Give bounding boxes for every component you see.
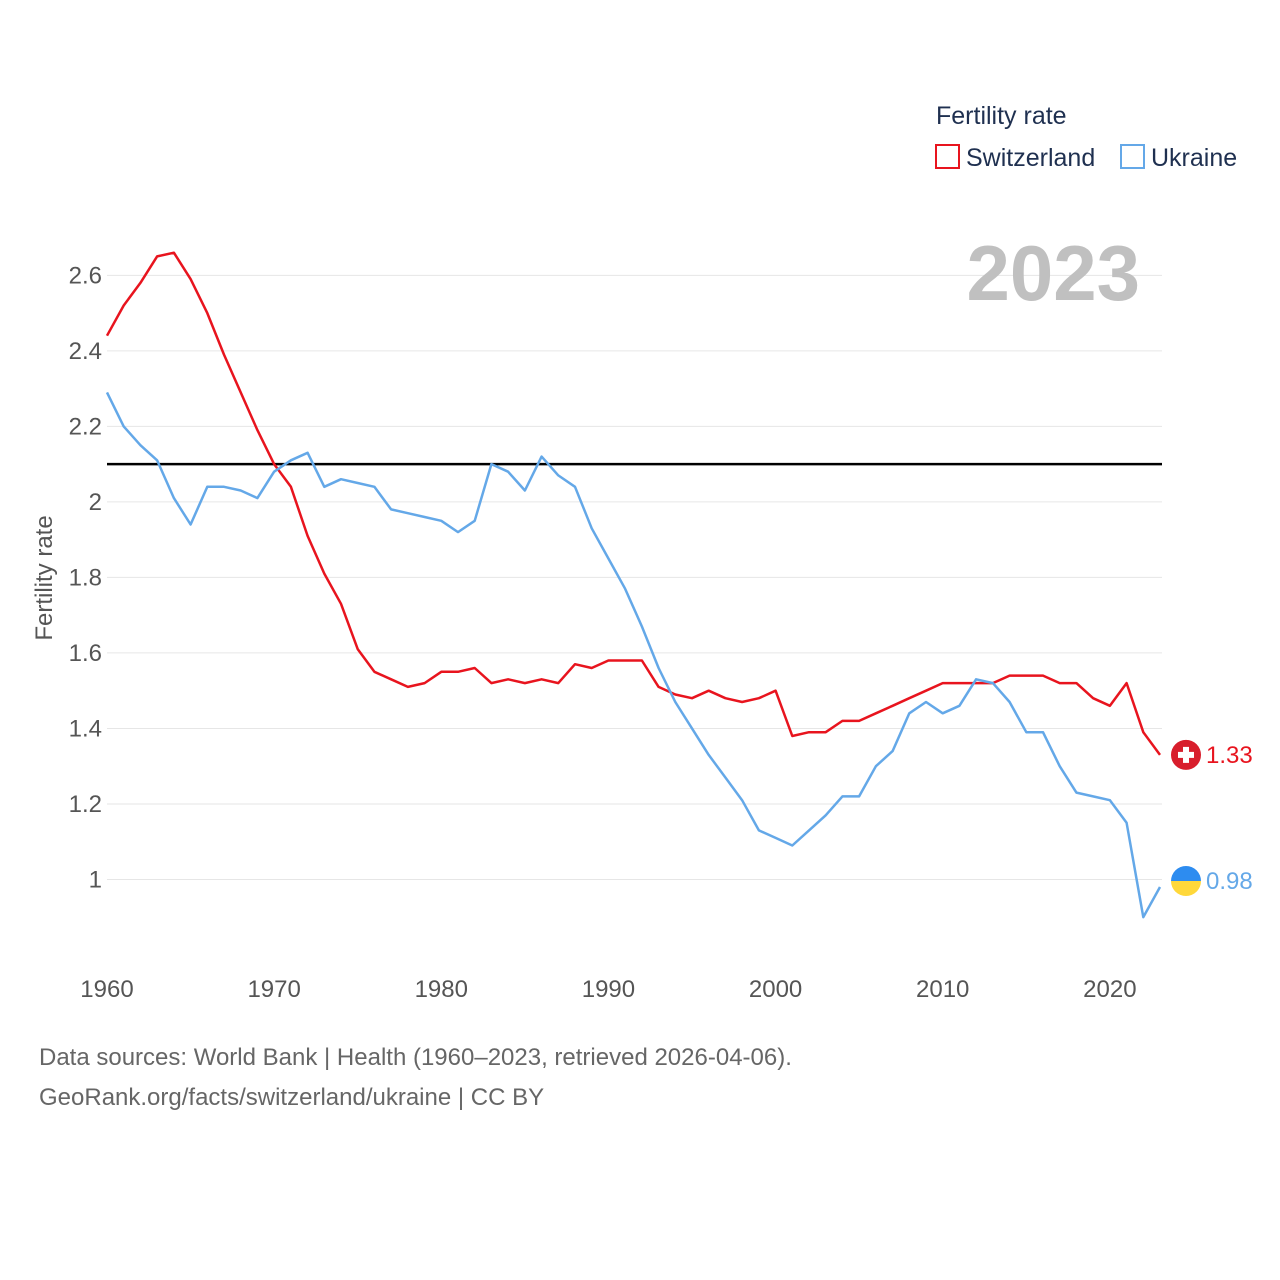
ukraine-flag-icon-top	[1171, 866, 1201, 881]
y-tick-label: 1.2	[69, 791, 102, 818]
swiss-cross-horizontal	[1178, 751, 1194, 758]
y-tick-label: 1.8	[69, 564, 102, 591]
legend-swatch-switzerland	[935, 144, 960, 169]
y-axis-ticks: 1 1.2 1.4 1.6 1.8 2 2.2 2.4 2.6	[69, 262, 102, 893]
x-tick-label: 2020	[1083, 976, 1136, 1003]
legend-title: Fertility rate	[936, 102, 1067, 130]
x-tick-label: 2000	[749, 976, 802, 1003]
x-tick-label: 1960	[80, 976, 133, 1003]
y-tick-label: 2	[89, 489, 102, 516]
ukraine-end-marker: 0.98	[1171, 866, 1253, 896]
ukraine-flag-icon-bottom	[1171, 881, 1201, 896]
x-tick-label: 1990	[582, 976, 635, 1003]
y-tick-label: 1.4	[69, 715, 102, 742]
y-tick-label: 2.6	[69, 262, 102, 289]
legend: Fertility rate Switzerland Ukraine	[935, 102, 1237, 172]
switzerland-end-marker: 1.33	[1171, 739, 1253, 770]
x-tick-label: 1970	[247, 976, 300, 1003]
x-axis-ticks: 1960 1970 1980 1990 2000 2010 2020	[80, 976, 1136, 1003]
legend-label-switzerland: Switzerland	[966, 144, 1095, 172]
y-tick-label: 2.2	[69, 413, 102, 440]
x-tick-label: 1980	[415, 976, 468, 1003]
footer-attribution: GeoRank.org/facts/switzerland/ukraine | …	[39, 1084, 545, 1111]
gridlines	[107, 274, 1162, 880]
ukraine-end-value: 0.98	[1206, 868, 1253, 895]
y-axis-title: Fertility rate	[31, 515, 58, 640]
y-tick-label: 2.4	[69, 338, 102, 365]
y-tick-label: 1	[89, 866, 102, 893]
x-tick-label: 2010	[916, 976, 969, 1003]
series-line-switzerland	[105, 251, 1162, 756]
series-lines	[105, 251, 1162, 919]
y-tick-label: 1.6	[69, 640, 102, 667]
switzerland-end-value: 1.33	[1206, 742, 1253, 769]
footer-sources: Data sources: World Bank | Health (1960–…	[39, 1044, 792, 1071]
legend-swatch-ukraine	[1120, 144, 1145, 169]
series-line-ukraine	[105, 391, 1162, 919]
legend-label-ukraine: Ukraine	[1151, 144, 1237, 172]
year-label: 2023	[966, 229, 1140, 317]
